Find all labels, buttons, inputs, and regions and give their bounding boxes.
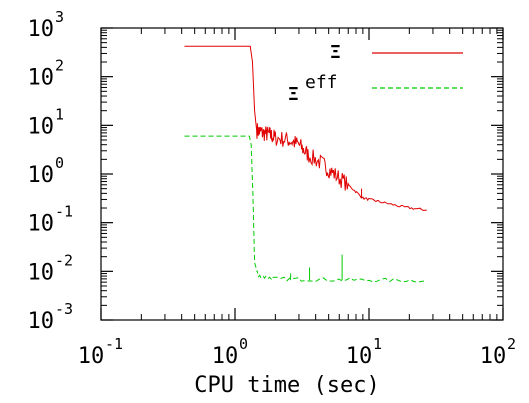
tick-labels: 10 -1 10 0 10 1 10 210 -310 -210 -110 010 110 210 3 <box>28 8 517 369</box>
y-tick-exponent: 3 <box>55 8 64 26</box>
x-tick-exponent: 2 <box>507 335 516 353</box>
y-tick-label: 10 <box>28 212 55 237</box>
y-tick-exponent: -2 <box>55 251 73 269</box>
series-line-xi-eff <box>184 135 427 283</box>
series-layer <box>184 45 427 283</box>
y-tick-label: 10 <box>28 260 55 285</box>
plot-frame <box>100 27 504 321</box>
x-tick-exponent: 0 <box>239 335 248 353</box>
x-tick-exponent: 1 <box>373 335 382 353</box>
y-tick-exponent: 0 <box>55 154 64 172</box>
legend: Ξ Ξ eff <box>288 42 463 105</box>
y-tick-label: 10 <box>28 163 55 188</box>
legend-label-xi: Ξ <box>330 42 341 63</box>
x-tick-exponent: -1 <box>105 335 123 353</box>
y-tick-label: 10 <box>28 17 55 42</box>
series-line-xi <box>184 45 427 212</box>
y-tick-exponent: -3 <box>55 300 73 318</box>
x-tick-label: 10 <box>346 344 373 369</box>
axis-ticks <box>100 27 504 321</box>
y-tick-label: 10 <box>28 114 55 139</box>
x-tick-label: 10 <box>212 344 239 369</box>
x-tick-label: 10 <box>78 344 105 369</box>
legend-label-xi-eff-sup: eff <box>305 72 338 93</box>
y-tick-label: 10 <box>28 309 55 334</box>
y-tick-exponent: 1 <box>55 105 64 123</box>
x-tick-label: 10 <box>480 344 507 369</box>
y-tick-exponent: 2 <box>55 57 64 75</box>
y-tick-exponent: -1 <box>55 203 73 221</box>
x-axis-title: CPU time (sec) <box>194 373 379 398</box>
legend-label-xi-eff: Ξ <box>288 84 299 105</box>
y-tick-label: 10 <box>28 66 55 91</box>
